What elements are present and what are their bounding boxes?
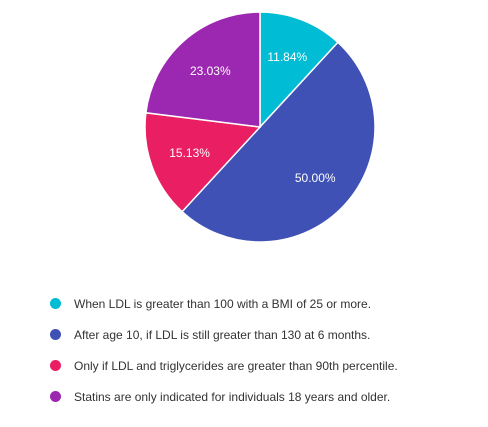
legend-swatch-icon (50, 329, 61, 340)
legend-label: When LDL is greater than 100 with a BMI … (74, 296, 372, 311)
legend-label: After age 10, if LDL is still greater th… (74, 327, 371, 342)
legend-swatch-icon (50, 360, 61, 371)
legend-label: Statins are only indicated for individua… (74, 389, 391, 404)
chart-legend: When LDL is greater than 100 with a BMI … (50, 288, 398, 412)
slice-value-label-1: 11.84% (267, 50, 307, 64)
pie-svg: 11.84% 50.00% 15.13% 23.03% (144, 11, 376, 243)
legend-swatch-icon (50, 298, 61, 309)
legend-item-4[interactable]: Statins are only indicated for individua… (50, 381, 398, 412)
pie-slice-3[interactable] (144, 111, 262, 213)
slice-value-label-4: 23.03% (190, 64, 231, 78)
pie-slice-4[interactable] (145, 11, 261, 128)
pie-slice-1[interactable] (259, 11, 339, 129)
legend-item-2[interactable]: After age 10, if LDL is still greater th… (50, 319, 398, 350)
slice-value-label-3: 15.13% (169, 146, 210, 160)
legend-label: Only if LDL and triglycerides are greate… (74, 358, 398, 373)
legend-item-3[interactable]: Only if LDL and triglycerides are greate… (50, 350, 398, 381)
slice-value-label-2: 50.00% (295, 171, 336, 185)
legend-item-1[interactable]: When LDL is greater than 100 with a BMI … (50, 288, 398, 319)
pie-slice-2[interactable] (181, 41, 376, 243)
legend-swatch-icon (50, 391, 61, 402)
